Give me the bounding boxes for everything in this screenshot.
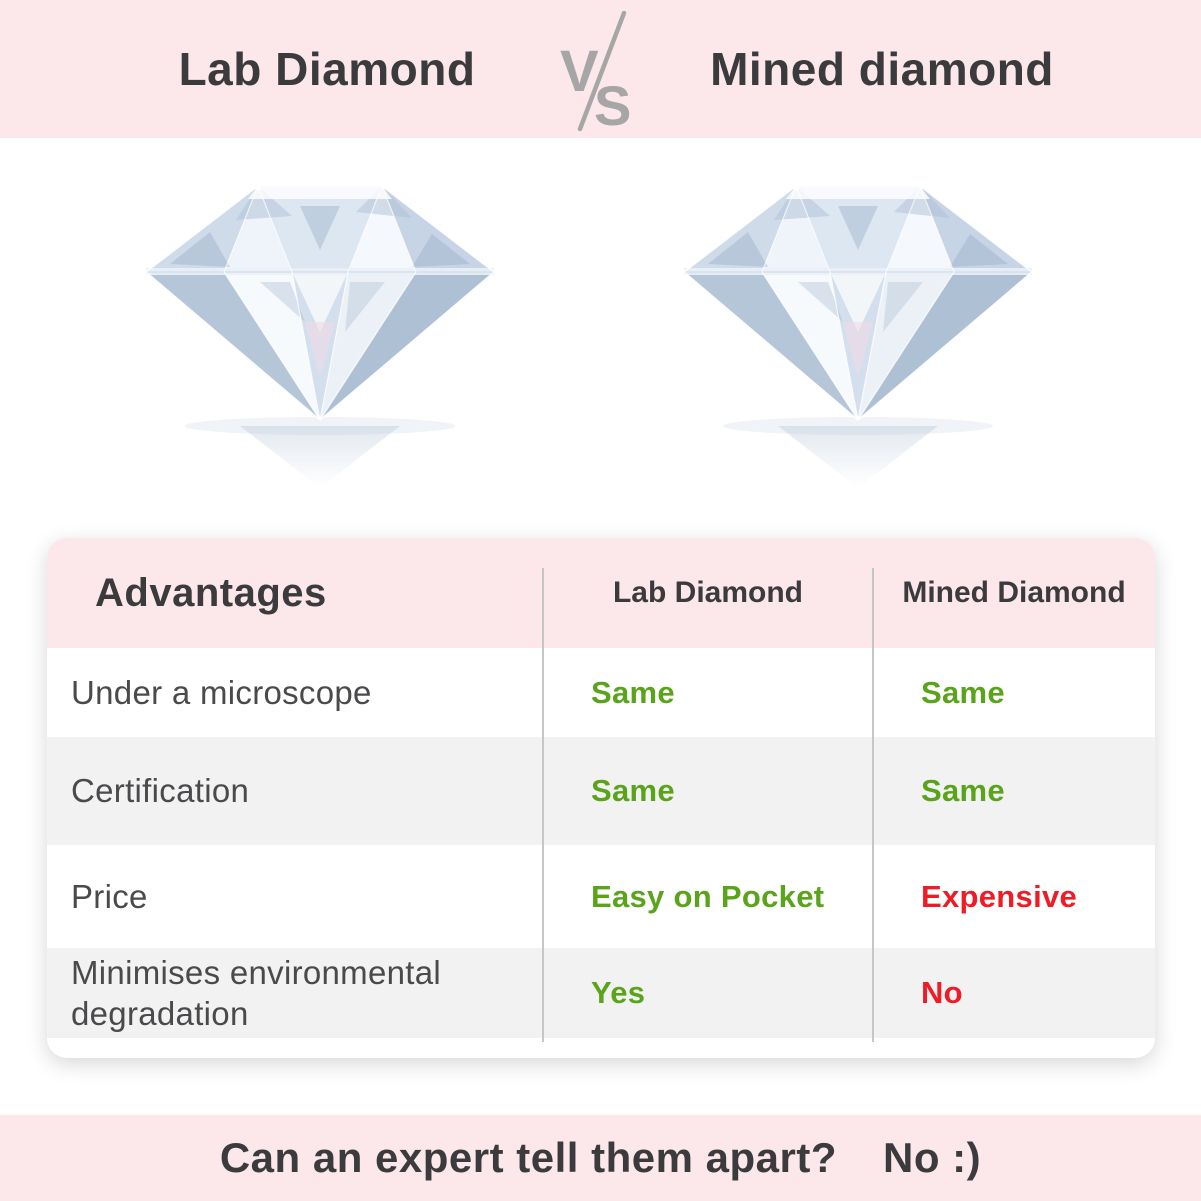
vs-slash [577, 11, 627, 132]
row-label: Price [71, 877, 148, 915]
mined-value: No [921, 975, 963, 1010]
mined-value: Same [921, 773, 1005, 808]
mined-value: Same [921, 674, 1005, 710]
mined-diamond-title: Mined diamond [710, 43, 1054, 95]
vs-s-letter: S [594, 74, 631, 133]
column-divider [872, 568, 874, 1042]
mined-value: Expensive [921, 878, 1078, 914]
lab-value: Yes [591, 975, 646, 1010]
lab-value: Same [591, 773, 675, 808]
column-divider [542, 568, 544, 1042]
row-label: Certification [71, 772, 250, 810]
footer-question: Can an expert tell them apart? [219, 1134, 837, 1181]
vs-icon: V S [560, 11, 631, 133]
footer-answer: No :) [883, 1134, 982, 1181]
lab-value: Easy on Pocket [591, 878, 825, 914]
lab-diamond-image [145, 183, 495, 489]
table-row: Under a microscope Same Same [47, 648, 1155, 737]
title-band: Lab Diamond V S Mined diamond [0, 0, 1201, 138]
table-row: Certification Same Same [47, 737, 1155, 845]
comparison-table: Advantages Lab Diamond Mined Diamond Und… [47, 538, 1155, 1058]
mined-diamond-column-header: Mined Diamond [902, 576, 1126, 609]
footer-band: Can an expert tell them apart? No :) [0, 1115, 1201, 1201]
row-label: Under a microscope [71, 673, 372, 711]
mined-diamond-image [683, 183, 1033, 489]
table-row: Price Easy on Pocket Expensive [47, 845, 1155, 948]
lab-diamond-title: Lab Diamond [178, 43, 476, 95]
table-header-row: Advantages Lab Diamond Mined Diamond [47, 538, 1155, 648]
lab-value: Same [591, 674, 675, 710]
table-row: Minimises environmental degradation Yes … [47, 948, 1155, 1038]
advantages-header: Advantages [95, 570, 327, 615]
vs-v-letter: V [560, 39, 599, 104]
row-label: Minimises environmental degradation [71, 953, 442, 1032]
lab-diamond-column-header: Lab Diamond [612, 576, 803, 609]
